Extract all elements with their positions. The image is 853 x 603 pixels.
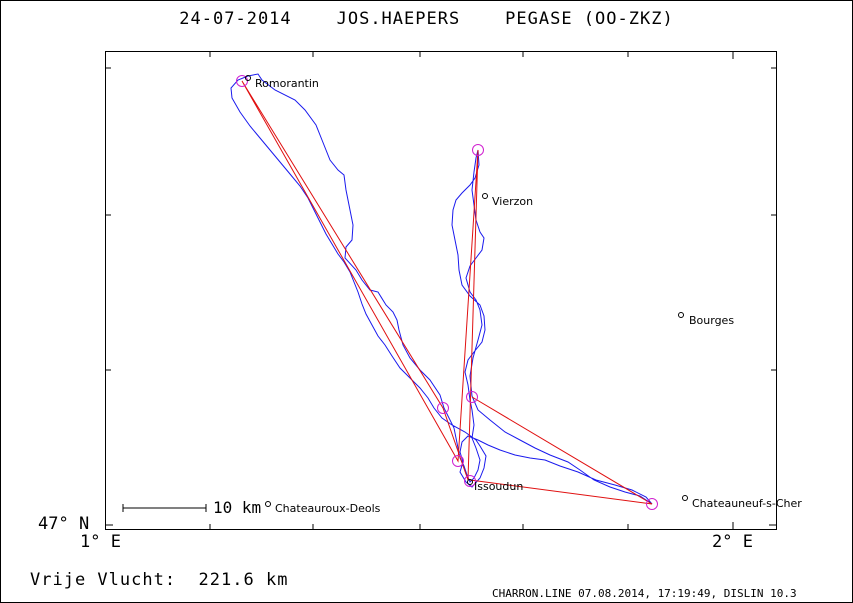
pilot-name: JOS.HAEPERS [336, 9, 461, 29]
scale-bar [122, 504, 207, 512]
task-route [241, 80, 479, 481]
turnpoints [236, 75, 658, 510]
map-plot-area [105, 51, 777, 530]
x-axis-label-right: 2° E [712, 532, 753, 552]
place-label-issoudun: Issoudun [474, 480, 524, 493]
distance-label: Vrije Vlucht: [30, 570, 177, 590]
place-markers [245, 75, 688, 507]
axis-ticks [105, 51, 777, 530]
flight-date: 24-07-2014 [179, 9, 292, 29]
task-route-east [469, 396, 653, 505]
credit-line: CHARRON.LINE 07.08.2014, 17:19:49, DISLI… [492, 587, 797, 600]
place-label-bourges: Bourges [689, 314, 735, 327]
distance-summary: Vrije Vlucht: 221.6 km [30, 570, 288, 590]
place-label-romorantin: Romorantin [255, 77, 319, 90]
y-axis-label-bottom: 47° N [38, 514, 90, 534]
glider-name: PEGASE (OO-ZKZ) [505, 9, 674, 29]
flight-track [230, 73, 653, 505]
place-label-chateauroux-deols: Chateauroux-Deols [275, 502, 381, 515]
x-axis-label-left: 1° E [80, 532, 121, 552]
map-title: 24-07-2014 JOS.HAEPERS PEGASE (OO-ZKZ) [0, 9, 853, 29]
scale-bar-label: 10 km [213, 498, 262, 517]
distance-value: 221.6 km [198, 570, 289, 590]
place-label-vierzon: Vierzon [492, 195, 534, 208]
place-label-chateauneuf-s-cher: Chateauneuf-s-Cher [692, 497, 802, 510]
